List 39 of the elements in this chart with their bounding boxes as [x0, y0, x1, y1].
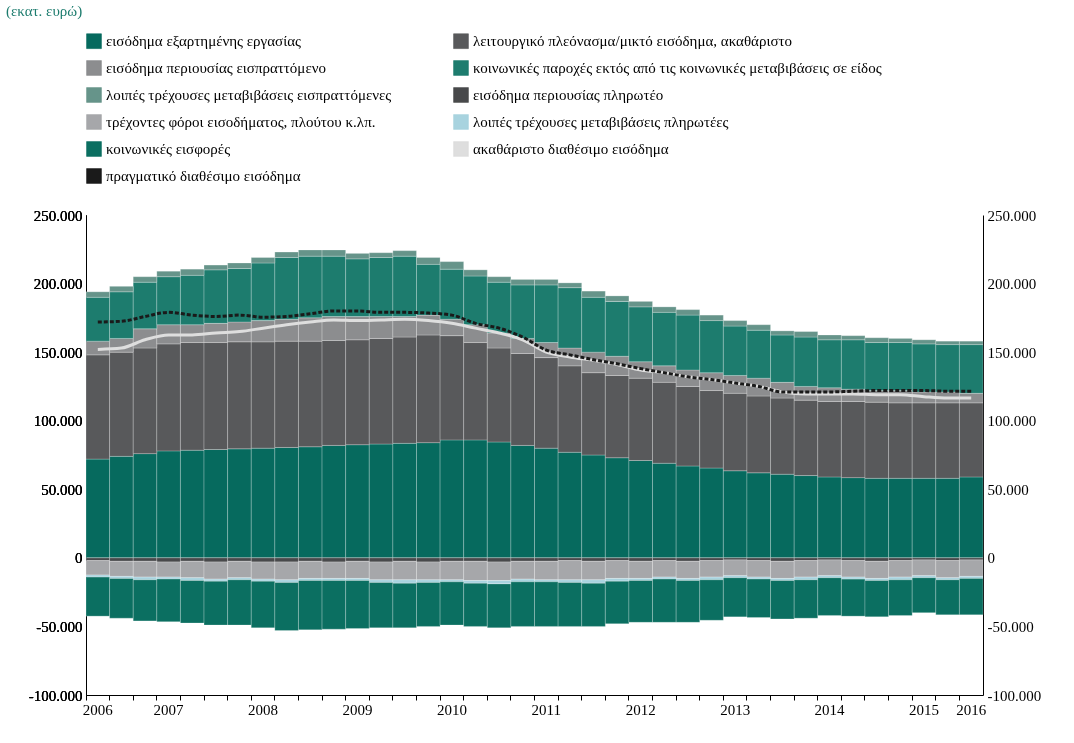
legend-label: ακαθάριστο διαθέσιμο εισόδημα	[473, 141, 669, 157]
legend-label: κοινωνικές παροχές εκτός από τις κοινωνικές μεταβιβάσεις σε είδος	[473, 60, 882, 76]
x-tick-label: 2008	[248, 701, 279, 718]
x-tick-label: 2011	[531, 701, 562, 718]
y-tick-label: 0	[987, 550, 995, 567]
y-tick-label: 250.000	[987, 207, 1037, 224]
y2-tick-label: 200.000	[33, 276, 83, 293]
y-tick-label: 100.000	[987, 413, 1037, 430]
x-tick-label: 2006	[82, 701, 114, 718]
y2-tick-label: 0	[75, 550, 83, 567]
legend-label: λοιπές τρέχουσες μεταβιβάσεις εισπραττόμενες	[106, 87, 392, 103]
y-tick-label: -50.000	[987, 618, 1034, 635]
x-tick-label: 2014	[814, 701, 846, 718]
y2-tick-label: -50.000	[36, 618, 83, 635]
x-tick-label: 2012	[625, 701, 656, 718]
chart-title: (εκατ. ευρώ)	[6, 3, 83, 20]
y2-tick-label: 50.000	[41, 481, 83, 498]
y-tick-label: -100.000	[987, 687, 1042, 704]
y-tick-label: 200.000	[987, 276, 1037, 293]
legend-label: λειτουργικό πλεόνασμα/μικτό εισόδημα, ακαθάριστο	[473, 33, 793, 50]
x-tick-label: 2007	[153, 701, 185, 718]
legend-label: κοινωνικές εισφορές	[106, 141, 231, 157]
x-tick-label: 2010	[436, 701, 467, 718]
x-tick-label: 2009	[342, 701, 373, 718]
legend-label: πραγματικό διαθέσιμο εισόδημα	[106, 168, 301, 184]
legend-label: εισόδημα εξαρτημένης εργασίας	[106, 33, 302, 50]
y2-tick-label: 250.000	[33, 207, 83, 224]
y2-tick-label: 100.000	[33, 413, 83, 430]
y2-tick-label: -100.000	[28, 687, 83, 704]
x-tick-label: 2013	[720, 701, 751, 718]
legend-label: λοιπές τρέχουσες μεταβιβάσεις πληρωτέες	[473, 114, 729, 130]
x-tick-label: 2016	[956, 701, 987, 718]
y-tick-label: 150.000	[987, 344, 1037, 361]
legend-label: τρέχοντες φόροι εισοδήματος, πλούτου κ.λπ.	[106, 114, 376, 130]
y2-tick-label: 150.000	[33, 344, 83, 361]
x-tick-label: 2015	[908, 701, 939, 718]
legend-label: εισόδημα περιουσίας πληρωτέο	[473, 87, 664, 103]
legend-label: εισόδημα περιουσίας εισπραττόμενο	[106, 60, 326, 76]
y-tick-label: 50.000	[987, 481, 1029, 498]
